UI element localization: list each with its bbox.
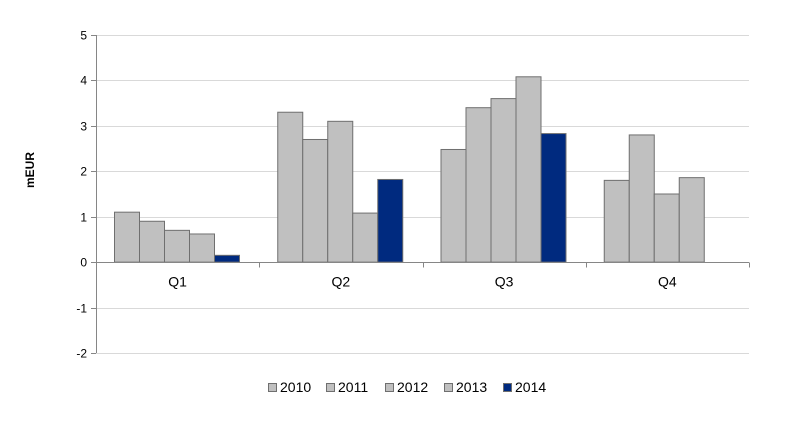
legend-swatch-2010 <box>268 383 277 392</box>
y-tick-label: -1 <box>76 302 87 316</box>
bar-2013-Q4 <box>678 177 705 263</box>
y-tick-label: 2 <box>80 165 87 179</box>
legend-swatch-2014 <box>503 383 512 392</box>
y-tick-label: 1 <box>80 211 87 225</box>
bar-2010-Q4 <box>603 179 630 263</box>
bar-2011-Q2 <box>302 138 329 263</box>
legend-swatch-2013 <box>444 383 453 392</box>
bar-2010-Q1 <box>114 211 140 263</box>
bar-2013-Q2 <box>352 212 379 263</box>
bar-2011-Q1 <box>139 220 165 263</box>
legend-swatch-2011 <box>326 383 335 392</box>
bar-2014-Q1 <box>214 254 240 263</box>
category-label: Q3 <box>495 274 514 290</box>
bar-2011-Q3 <box>465 107 492 263</box>
x-axis: Q1 Q2 Q3 Q4 <box>96 262 750 290</box>
bars <box>114 76 705 263</box>
legend-swatch-2012 <box>385 383 394 392</box>
y-tick-label: 0 <box>80 256 87 270</box>
bar-2010-Q2 <box>277 111 304 263</box>
bar-2012-Q4 <box>653 193 680 263</box>
y-axis: -2 -1 0 1 2 3 4 5 <box>76 29 97 361</box>
y-tick-label: 5 <box>80 29 87 43</box>
legend: 2010 2011 2012 2013 2014 <box>268 379 546 395</box>
bar-2010-Q3 <box>440 148 467 263</box>
bar-2014-Q3 <box>540 133 567 263</box>
gridlines <box>96 35 749 354</box>
y-axis-label: mEUR <box>23 152 37 188</box>
legend-label-2014: 2014 <box>515 379 546 395</box>
y-tick-label: 4 <box>80 74 87 88</box>
legend-label-2013: 2013 <box>456 379 487 395</box>
category-label: Q2 <box>332 274 351 290</box>
bar-2013-Q1 <box>189 233 215 263</box>
bar-2014-Q2 <box>377 178 404 263</box>
y-tick-label: -2 <box>76 347 87 361</box>
bar-2013-Q3 <box>515 76 542 263</box>
legend-label-2010: 2010 <box>280 379 311 395</box>
category-label: Q1 <box>168 274 187 290</box>
bar-2012-Q1 <box>164 229 190 263</box>
bar-2011-Q4 <box>628 134 655 263</box>
bar-2012-Q2 <box>327 120 354 263</box>
category-label: Q4 <box>658 274 677 290</box>
legend-label-2011: 2011 <box>338 379 368 395</box>
bar-2012-Q3 <box>490 98 517 263</box>
legend-label-2012: 2012 <box>397 379 428 395</box>
y-tick-label: 3 <box>80 120 87 134</box>
